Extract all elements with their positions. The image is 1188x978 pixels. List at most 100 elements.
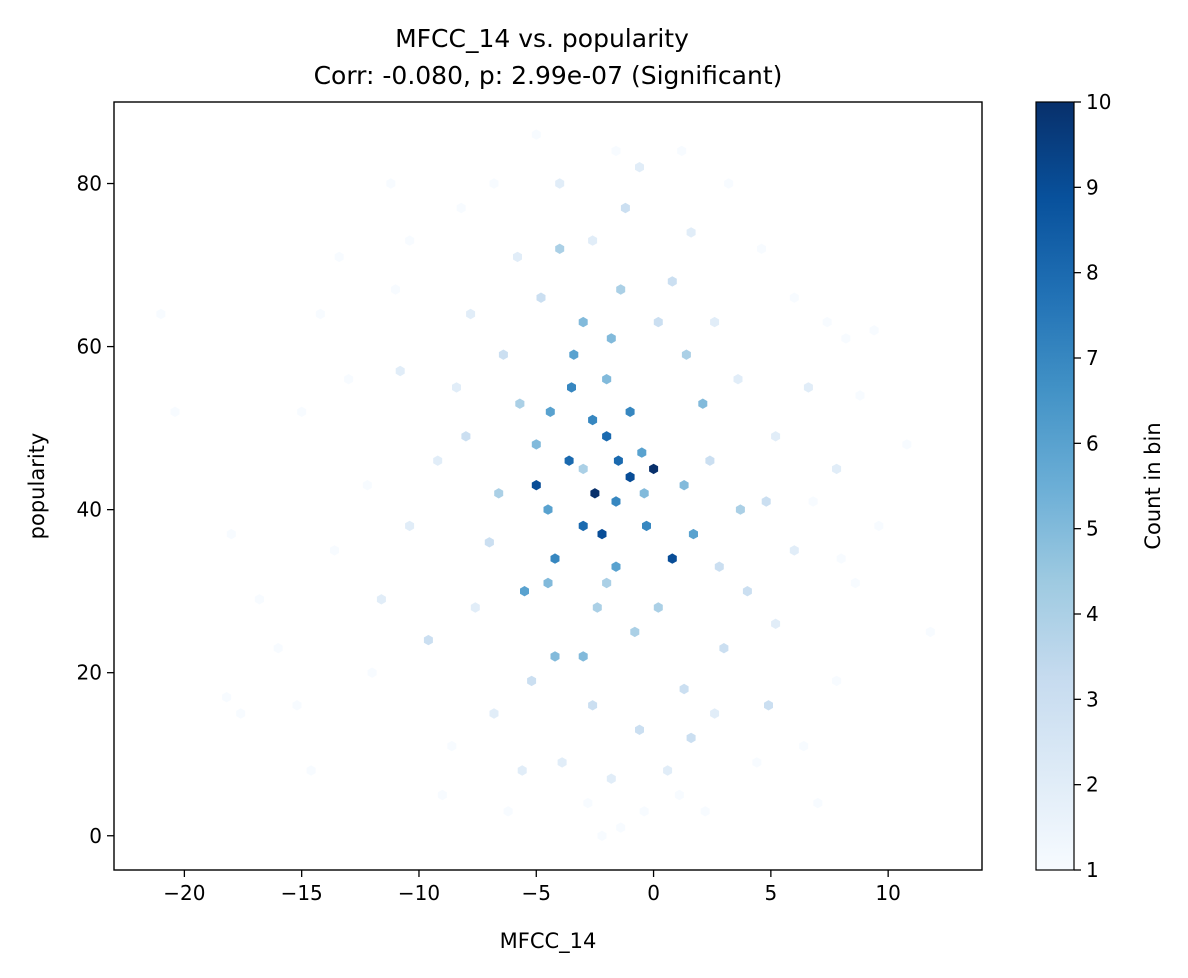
- hex-bin: [578, 520, 588, 532]
- hex-bin: [630, 626, 640, 638]
- hex-bin: [578, 463, 588, 475]
- hex-bin: [611, 561, 621, 572]
- colorbar-label: Count in bin: [1141, 422, 1165, 549]
- hex-bin: [515, 398, 525, 409]
- hex-bin: [667, 553, 677, 564]
- hex-bin: [803, 382, 813, 393]
- hex-bin: [334, 251, 344, 263]
- hex-bin: [236, 708, 246, 719]
- colorbar-tick-label: 10: [1086, 90, 1111, 114]
- hex-bin: [832, 675, 842, 687]
- hex-bin: [874, 520, 884, 532]
- y-axis-label: popularity: [25, 433, 49, 540]
- colorbar-tick-label: 9: [1086, 175, 1099, 199]
- hex-bin: [597, 528, 607, 540]
- hex-bin: [710, 708, 720, 719]
- hex-bin: [771, 618, 781, 629]
- hex-bin: [583, 797, 593, 809]
- hex-bin: [742, 586, 752, 597]
- hex-bin: [724, 178, 734, 189]
- colorbar-tick-label: 5: [1086, 517, 1099, 541]
- hex-bin: [557, 757, 567, 768]
- colorbar-tick-label: 6: [1086, 431, 1099, 455]
- hex-bin: [625, 406, 635, 417]
- hex-bin: [578, 316, 588, 328]
- colorbar-tick-label: 1: [1086, 858, 1099, 882]
- hex-bin: [423, 634, 433, 646]
- y-tick-label: 60: [77, 335, 102, 359]
- x-tick-label: −15: [281, 881, 323, 905]
- hex-bin: [700, 806, 710, 817]
- hex-bin: [813, 797, 823, 809]
- hex-bin: [344, 374, 354, 385]
- hex-bin: [226, 528, 236, 540]
- hex-bin: [405, 520, 415, 532]
- hex-bin: [679, 683, 689, 695]
- hex-bin: [461, 431, 471, 442]
- hex-bin: [470, 602, 480, 613]
- y-tick-label: 0: [89, 824, 102, 848]
- hex-bin: [667, 276, 677, 287]
- hex-bin: [714, 561, 724, 572]
- hex-bin: [822, 316, 832, 328]
- hex-bin: [569, 349, 579, 360]
- colorbar-ticks: 1 2 3 4 5 6 7 8 9 10: [1074, 90, 1111, 882]
- hex-bin: [616, 284, 626, 295]
- hex-bin: [808, 496, 818, 507]
- hex-bin: [602, 577, 612, 589]
- hex-bin: [757, 243, 766, 254]
- hex-bin: [484, 537, 494, 548]
- hex-bin: [653, 316, 663, 328]
- chart-title: MFCC_14 vs. popularity: [395, 24, 689, 53]
- hex-bin: [639, 806, 649, 817]
- hex-bin: [156, 308, 166, 320]
- colorbar: [1035, 101, 1075, 871]
- hex-bin: [362, 480, 372, 491]
- hex-bin: [588, 414, 598, 426]
- hexbin-cells: [156, 129, 935, 841]
- hex-bin: [764, 700, 773, 711]
- hex-bin: [639, 488, 649, 499]
- hex-bin: [578, 651, 588, 662]
- hex-bin: [679, 480, 689, 491]
- colorbar-tick-label: 8: [1086, 261, 1099, 285]
- hex-bin: [686, 732, 696, 744]
- hex-bin: [297, 406, 307, 417]
- hex-bin: [520, 586, 529, 597]
- hex-bin: [567, 382, 576, 393]
- hex-bin: [590, 488, 600, 499]
- hex-bin: [677, 145, 687, 157]
- x-axis-label: MFCC_14: [500, 929, 597, 954]
- hex-bin: [925, 626, 935, 638]
- hex-bin: [735, 504, 745, 515]
- hex-bin: [602, 431, 612, 442]
- hex-bin: [527, 675, 537, 687]
- hex-bin: [592, 602, 602, 613]
- y-tick-label: 40: [77, 498, 102, 522]
- hex-bin: [606, 773, 616, 784]
- hex-bin: [531, 129, 541, 140]
- hex-bin: [564, 455, 574, 466]
- hex-bin: [330, 545, 339, 556]
- colorbar-tick-label: 2: [1086, 773, 1099, 797]
- hex-bin: [503, 806, 513, 817]
- hex-bin: [545, 406, 555, 417]
- hex-bin: [902, 439, 912, 450]
- hex-bin: [635, 162, 644, 173]
- hex-bin: [642, 520, 651, 532]
- hex-bin: [635, 724, 644, 735]
- colorbar-tick-label: 4: [1086, 602, 1099, 626]
- hex-bin: [841, 333, 851, 344]
- hex-bin: [637, 447, 647, 458]
- hex-bin: [611, 145, 621, 157]
- x-tick-label: −5: [522, 881, 551, 905]
- hex-bin: [625, 471, 635, 483]
- hex-bin: [367, 667, 377, 678]
- hex-bin: [611, 496, 621, 507]
- chart-subtitle: Corr: -0.080, p: 2.99e-07 (Significant): [314, 61, 783, 90]
- hex-bin: [405, 235, 415, 246]
- hex-bin: [437, 789, 447, 801]
- hex-bin: [489, 708, 499, 719]
- hex-bin: [698, 398, 708, 409]
